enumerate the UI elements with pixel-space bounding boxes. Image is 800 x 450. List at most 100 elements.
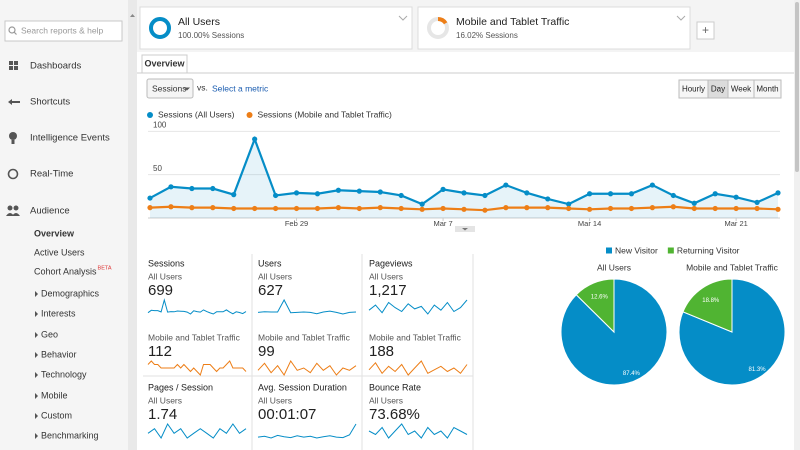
- audience-item[interactable]: Active Users: [34, 247, 85, 257]
- segment-chevron[interactable]: [398, 15, 408, 21]
- data-point[interactable]: [545, 205, 551, 211]
- data-point[interactable]: [587, 191, 593, 197]
- data-point[interactable]: [712, 191, 718, 197]
- data-point[interactable]: [273, 192, 279, 199]
- data-point[interactable]: [712, 205, 718, 212]
- data-point[interactable]: [231, 192, 237, 198]
- data-point[interactable]: [440, 186, 446, 192]
- data-point[interactable]: [147, 195, 153, 201]
- data-point[interactable]: [503, 182, 509, 188]
- metric-title[interactable]: Sessions: [148, 258, 185, 268]
- metric-title[interactable]: Pages / Session: [148, 382, 213, 392]
- data-point[interactable]: [168, 184, 174, 190]
- audience-item[interactable]: Benchmarking: [41, 430, 99, 440]
- data-point[interactable]: [691, 200, 697, 206]
- data-point[interactable]: [335, 187, 341, 193]
- data-point[interactable]: [356, 188, 362, 194]
- audience-item[interactable]: Cohort Analysis: [34, 266, 97, 276]
- data-point[interactable]: [628, 191, 635, 197]
- data-point[interactable]: [147, 205, 153, 211]
- data-point[interactable]: [545, 196, 551, 202]
- metric-title[interactable]: Pageviews: [369, 258, 413, 268]
- data-point[interactable]: [168, 204, 174, 210]
- legend-label[interactable]: Sessions (Mobile and Tablet Traffic): [258, 109, 393, 119]
- select-metric-link[interactable]: Select a metric: [212, 83, 269, 93]
- segment-chevron[interactable]: [676, 15, 686, 21]
- data-point[interactable]: [398, 205, 404, 212]
- granularity-label[interactable]: Month: [756, 85, 778, 94]
- data-point[interactable]: [733, 194, 739, 200]
- data-point[interactable]: [210, 205, 216, 211]
- audience-item[interactable]: Behavior: [41, 349, 77, 359]
- audience-item[interactable]: Custom: [41, 410, 72, 420]
- search-box[interactable]: [4, 20, 123, 42]
- tab-label[interactable]: Overview: [144, 58, 185, 68]
- data-point[interactable]: [461, 190, 467, 196]
- pie-slice[interactable]: [560, 278, 668, 386]
- legend-label[interactable]: Sessions (All Users): [158, 109, 235, 119]
- pie-slice[interactable]: [682, 278, 733, 333]
- segment-name[interactable]: Mobile and Tablet Traffic: [456, 16, 569, 28]
- segment-card[interactable]: [139, 6, 413, 50]
- data-point[interactable]: [566, 201, 572, 207]
- add-segment-label[interactable]: +: [702, 23, 709, 37]
- audience-item[interactable]: Mobile: [41, 390, 68, 400]
- data-point[interactable]: [398, 192, 404, 199]
- audience-item[interactable]: Overview: [34, 228, 75, 238]
- segment-name[interactable]: All Users: [178, 16, 220, 28]
- data-point[interactable]: [754, 199, 760, 205]
- data-point[interactable]: [754, 205, 760, 212]
- nav-item[interactable]: Dashboards: [30, 61, 81, 72]
- nav-item[interactable]: Shortcuts: [30, 97, 70, 108]
- nav-item[interactable]: Audience: [30, 206, 70, 217]
- data-point[interactable]: [524, 190, 530, 196]
- data-point[interactable]: [649, 182, 656, 188]
- audience-item[interactable]: Demographics: [41, 288, 100, 298]
- segment-card[interactable]: [417, 6, 691, 50]
- metric-title[interactable]: Avg. Session Duration: [258, 382, 347, 392]
- data-point[interactable]: [273, 205, 279, 212]
- data-point[interactable]: [252, 136, 258, 142]
- audience-item[interactable]: Technology: [41, 369, 87, 379]
- granularity-label[interactable]: Week: [731, 85, 752, 94]
- metric-dropdown-label[interactable]: Sessions: [152, 83, 187, 93]
- data-point[interactable]: [607, 191, 614, 197]
- scrollbar-thumb[interactable]: [795, 2, 799, 172]
- data-point[interactable]: [482, 207, 488, 213]
- audience-item[interactable]: Interests: [41, 308, 76, 318]
- data-point[interactable]: [252, 205, 258, 212]
- metric-title[interactable]: Users: [258, 258, 282, 268]
- data-point[interactable]: [670, 192, 676, 199]
- pie-slice[interactable]: [575, 278, 615, 334]
- data-point[interactable]: [335, 205, 341, 211]
- pie-legend-label[interactable]: Returning Visitor: [677, 245, 740, 255]
- nav-item[interactable]: Real-Time: [30, 169, 73, 180]
- data-point[interactable]: [377, 205, 383, 211]
- granularity-button[interactable]: [753, 79, 782, 99]
- data-point[interactable]: [314, 205, 321, 212]
- metric-title[interactable]: Bounce Rate: [369, 382, 421, 392]
- data-point[interactable]: [733, 205, 739, 212]
- audience-item[interactable]: Geo: [41, 329, 58, 339]
- data-point[interactable]: [189, 185, 195, 192]
- data-point[interactable]: [419, 206, 425, 212]
- add-segment-button[interactable]: [696, 21, 715, 40]
- data-point[interactable]: [314, 191, 321, 197]
- metric-dropdown[interactable]: [146, 78, 194, 99]
- data-point[interactable]: [419, 201, 425, 207]
- data-point[interactable]: [377, 189, 383, 195]
- data-point[interactable]: [670, 204, 676, 210]
- data-point[interactable]: [503, 205, 509, 211]
- data-point[interactable]: [607, 205, 614, 212]
- data-point[interactable]: [775, 206, 781, 212]
- data-point[interactable]: [356, 205, 362, 212]
- data-point[interactable]: [293, 190, 300, 196]
- granularity-label[interactable]: Day: [711, 85, 725, 94]
- data-point[interactable]: [293, 205, 300, 212]
- data-point[interactable]: [628, 205, 635, 212]
- data-point[interactable]: [440, 205, 446, 212]
- data-point[interactable]: [210, 185, 216, 192]
- nav-item[interactable]: Intelligence Events: [30, 133, 110, 144]
- data-point[interactable]: [649, 205, 656, 211]
- data-point[interactable]: [524, 205, 530, 211]
